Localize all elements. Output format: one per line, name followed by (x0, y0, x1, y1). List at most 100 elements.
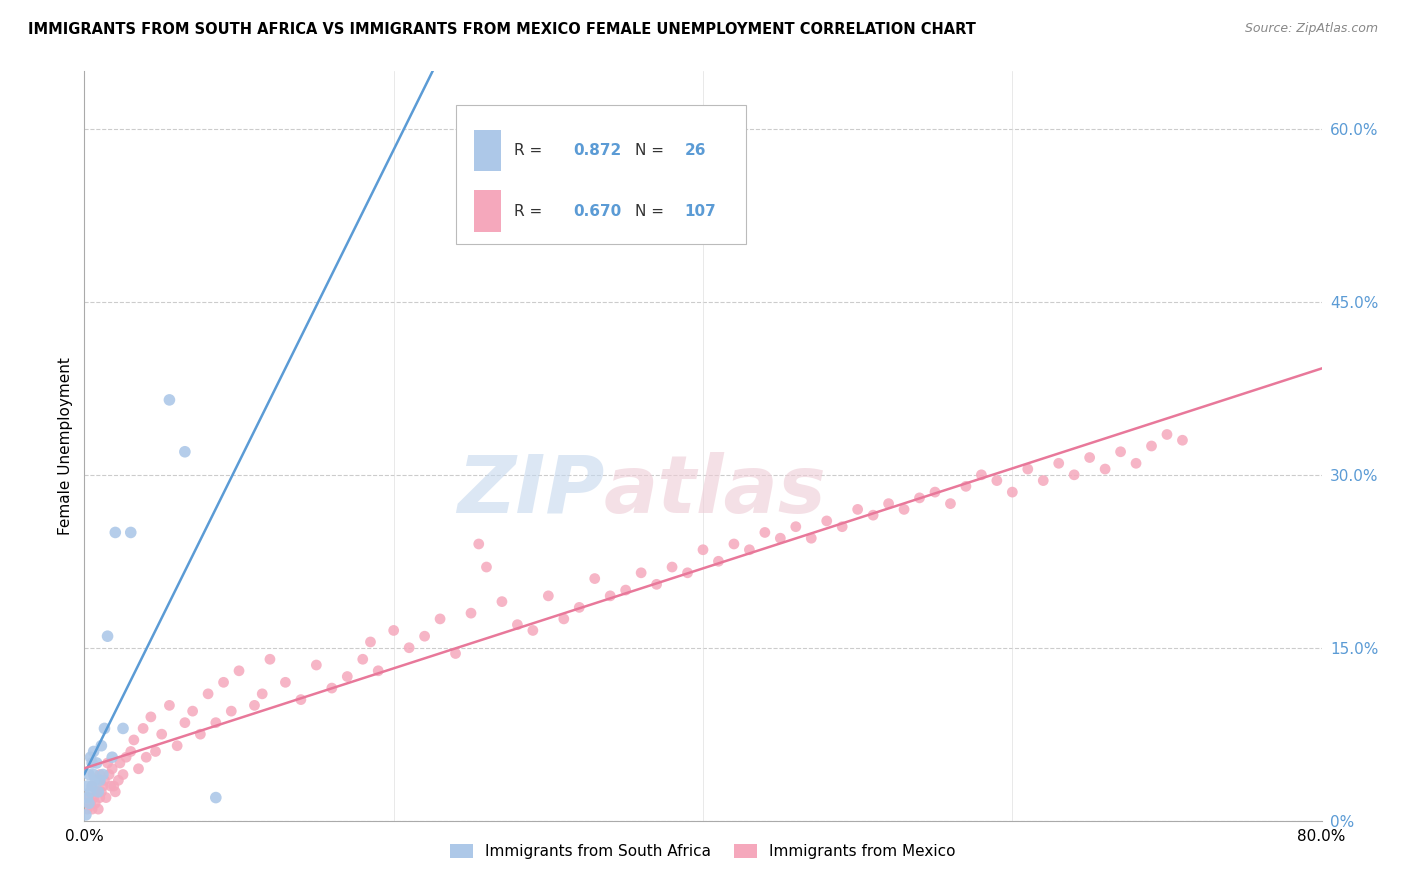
Point (661, 560, 683, 574)
Point (205, 790, 228, 805)
Point (197, 687, 219, 701)
Point (785, 519, 807, 533)
Point (159, 392, 180, 407)
Point (79, 797, 101, 811)
Point (382, 624, 405, 638)
Point (90, 739, 112, 753)
Point (352, 652, 374, 666)
Point (846, 502, 869, 516)
Text: N =: N = (636, 144, 669, 158)
Point (75, 808, 97, 822)
Point (84, 797, 107, 811)
Point (112, 767, 135, 781)
Text: 107: 107 (685, 203, 716, 219)
Point (723, 537, 745, 551)
Point (429, 612, 451, 626)
Point (77, 767, 100, 781)
Point (467, 537, 491, 551)
Point (1109, 444, 1132, 458)
Point (89, 767, 111, 781)
Point (305, 658, 328, 673)
Point (491, 594, 513, 608)
Point (139, 710, 162, 724)
Point (101, 762, 124, 776)
Text: atlas: atlas (605, 452, 827, 530)
Point (127, 762, 149, 776)
Point (553, 612, 575, 626)
Point (112, 722, 135, 736)
Point (108, 756, 131, 770)
Point (93, 773, 115, 788)
Point (506, 617, 529, 632)
Point (96, 629, 118, 643)
Point (360, 635, 382, 649)
Point (83, 744, 105, 758)
Point (599, 589, 621, 603)
Point (250, 687, 273, 701)
Point (522, 624, 544, 638)
Point (122, 733, 145, 747)
Point (219, 704, 242, 718)
Point (181, 704, 204, 718)
Point (398, 640, 420, 655)
Point (120, 744, 142, 758)
Point (91, 767, 114, 781)
Point (76, 790, 98, 805)
Point (321, 681, 343, 695)
Point (955, 479, 977, 493)
Text: R =: R = (513, 144, 547, 158)
Point (86, 756, 108, 770)
Point (90, 785, 112, 799)
Text: IMMIGRANTS FROM SOUTH AFRICA VS IMMIGRANTS FROM MEXICO FEMALE UNEMPLOYMENT CORRE: IMMIGRANTS FROM SOUTH AFRICA VS IMMIGRAN… (28, 22, 976, 37)
Point (1171, 434, 1194, 448)
Point (174, 444, 197, 458)
Point (89, 790, 111, 805)
Text: ZIP: ZIP (457, 452, 605, 530)
Point (1047, 456, 1070, 470)
Point (769, 531, 792, 545)
Point (707, 554, 730, 568)
Point (800, 531, 823, 545)
Point (831, 519, 853, 533)
Point (94, 790, 117, 805)
Legend: Immigrants from South Africa, Immigrants from Mexico: Immigrants from South Africa, Immigrants… (444, 838, 962, 865)
Point (630, 566, 652, 580)
Point (103, 779, 125, 793)
Point (159, 698, 180, 713)
Point (82, 802, 104, 816)
Point (692, 542, 714, 557)
Point (1094, 462, 1116, 476)
Point (754, 525, 776, 540)
Point (986, 474, 1008, 488)
Text: 0.872: 0.872 (574, 144, 621, 158)
Point (212, 675, 235, 690)
Point (150, 727, 173, 741)
Point (77, 797, 100, 811)
Point (79, 750, 101, 764)
Point (76, 779, 98, 793)
Point (83, 790, 105, 805)
Bar (474, 191, 502, 232)
Point (939, 497, 962, 511)
Point (243, 698, 266, 713)
Point (100, 779, 122, 793)
Y-axis label: Female Unemployment: Female Unemployment (58, 357, 73, 535)
Point (76, 802, 98, 816)
Point (568, 600, 591, 615)
Point (188, 727, 211, 741)
Point (1140, 439, 1163, 453)
Point (444, 647, 467, 661)
Point (101, 750, 124, 764)
Point (135, 750, 157, 764)
Point (475, 560, 498, 574)
Point (1156, 427, 1178, 442)
Point (1078, 450, 1101, 465)
Text: 26: 26 (685, 144, 706, 158)
Text: Source: ZipAtlas.com: Source: ZipAtlas.com (1244, 22, 1378, 36)
Text: R =: R = (513, 203, 547, 219)
Point (107, 773, 129, 788)
Point (367, 664, 389, 678)
Point (82, 779, 104, 793)
Point (87, 785, 110, 799)
Point (82, 779, 104, 793)
